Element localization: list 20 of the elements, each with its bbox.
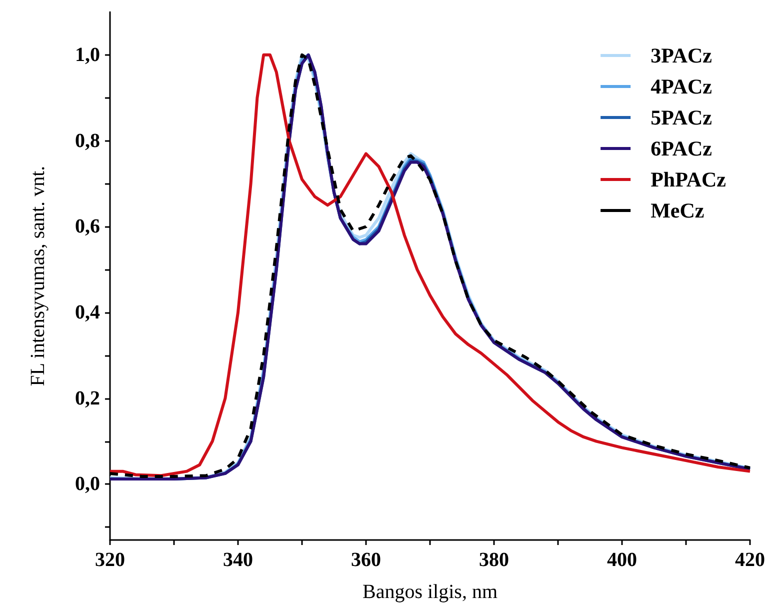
y-tick-label: 1,0 (75, 44, 100, 66)
x-tick-label: 340 (223, 549, 253, 571)
x-tick-label: 400 (607, 549, 637, 571)
y-tick-label: 0,2 (75, 387, 100, 410)
x-tick-label: 320 (95, 549, 125, 571)
x-axis-title: Bangos ilgis, nm (362, 581, 498, 603)
legend-label: 6PACz (650, 136, 712, 160)
y-tick-label: 0,8 (75, 130, 100, 152)
y-tick-label: 0,6 (75, 216, 100, 238)
x-tick-label: 420 (735, 549, 765, 571)
legend-label: PhPACz (650, 168, 726, 192)
x-tick-label: 360 (351, 549, 381, 571)
y-tick-label: 0,4 (75, 301, 100, 324)
legend-label: MeCz (650, 198, 704, 222)
legend-label: 3PACz (650, 44, 712, 68)
x-tick-label: 380 (479, 549, 509, 571)
y-tick-label: 0,0 (75, 473, 100, 496)
legend-label: 5PACz (650, 106, 712, 130)
legend-label: 4PACz (650, 74, 712, 98)
y-axis-title: FL intensyvumas, sant. vnt. (27, 166, 49, 386)
